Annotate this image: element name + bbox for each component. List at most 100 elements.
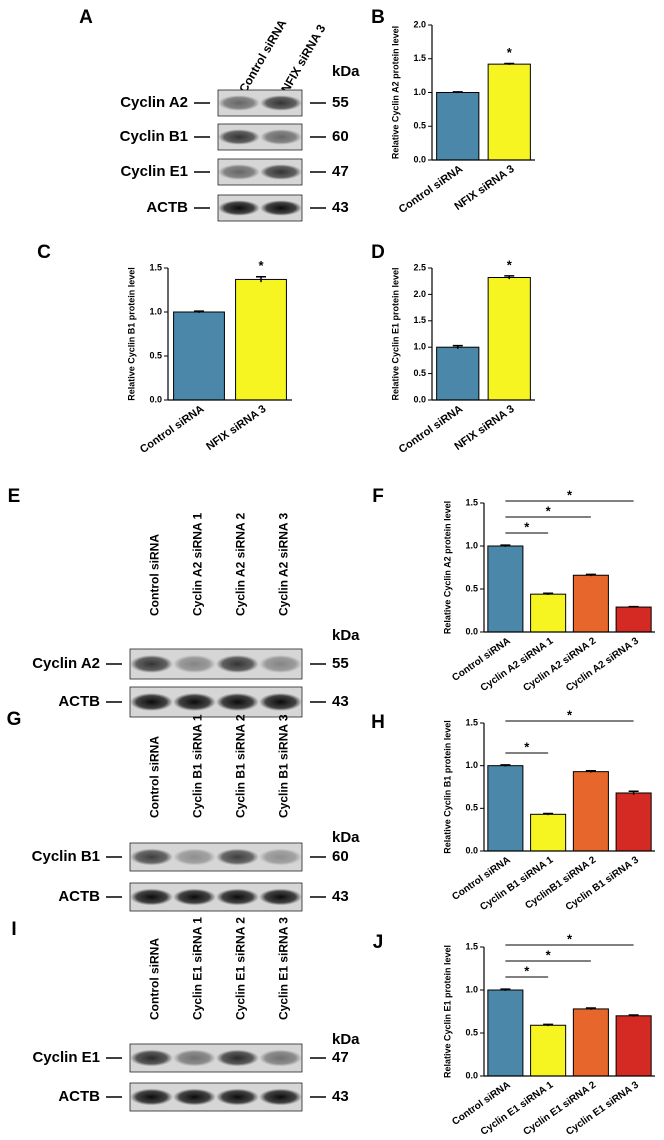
bar <box>487 989 524 1077</box>
significance-mark: * <box>546 503 552 518</box>
bar <box>487 63 531 161</box>
blot-band <box>259 655 302 673</box>
blot-band <box>218 129 260 145</box>
kda-value: 43 <box>332 199 349 216</box>
blot-band <box>173 1088 216 1106</box>
bar <box>530 1024 567 1077</box>
kda-value: 60 <box>332 128 349 145</box>
significance-mark: * <box>567 487 573 502</box>
lane-label: Cyclin B1 siRNA 2 <box>234 714 248 818</box>
error-bar <box>500 988 511 991</box>
blot-band <box>259 693 302 711</box>
significance-mark: * <box>258 258 264 273</box>
bar <box>530 593 567 633</box>
lane-label: Cyclin E1 siRNA 1 <box>191 917 205 1020</box>
significance-mark: * <box>507 45 513 60</box>
blot-band <box>130 888 173 906</box>
y-tick-label: 1.5 <box>465 941 478 951</box>
panel-letter: F <box>372 486 384 507</box>
significance-mark: * <box>507 257 513 272</box>
panel-letter: B <box>371 7 385 28</box>
lane-label: Cyclin A2 siRNA 1 <box>191 513 205 616</box>
y-tick-label: 0.0 <box>413 154 426 164</box>
significance-mark: * <box>567 707 573 722</box>
error-bar <box>628 790 639 795</box>
y-tick-label: 0.5 <box>413 368 426 378</box>
error-bar <box>500 544 511 547</box>
y-tick-label: 0.0 <box>413 394 426 404</box>
lane-label: Cyclin A2 siRNA 3 <box>277 513 291 616</box>
blot-band <box>173 693 216 711</box>
y-tick-label: 1.0 <box>465 760 478 770</box>
kda-value: 60 <box>332 848 349 865</box>
error-bar <box>585 1007 596 1010</box>
panel-letter: G <box>7 709 22 730</box>
kda-value: 43 <box>332 1088 349 1105</box>
y-axis-label: Relative Cyclin B1 protein level <box>126 267 136 401</box>
blot-band <box>216 693 259 711</box>
panel-letter: H <box>371 712 385 733</box>
error-bar <box>543 812 554 816</box>
y-tick-label: 1.0 <box>465 984 478 994</box>
y-tick-label: 0.5 <box>465 803 478 813</box>
x-tick-label: Cyclin B1 siRNA 1 <box>478 854 555 913</box>
y-tick-label: 2.0 <box>413 19 426 29</box>
y-tick-label: 0.5 <box>149 350 162 360</box>
blot-band <box>130 693 173 711</box>
row-label: Cyclin E1 <box>120 163 188 180</box>
error-bar <box>194 310 204 313</box>
kda-value: 55 <box>332 655 349 672</box>
y-axis-label: Relative Cyclin A2 protein level <box>442 501 452 634</box>
blot-band <box>260 95 302 111</box>
kda-header: kDa <box>332 63 360 80</box>
blot-band <box>218 200 260 216</box>
lane-label: Control siRNA <box>148 736 162 818</box>
error-bar <box>585 770 596 773</box>
x-tick-label: Cyclin E1 siRNA 3 <box>564 1079 641 1137</box>
y-tick-label: 1.5 <box>465 497 478 507</box>
panel-letter: C <box>37 242 51 263</box>
lane-label: Cyclin E1 siRNA 3 <box>277 917 291 1020</box>
blot-band <box>173 888 216 906</box>
blot-band <box>259 1049 302 1067</box>
significance-mark: * <box>524 739 530 754</box>
row-label: ACTB <box>58 888 100 905</box>
error-bar <box>543 1023 554 1027</box>
bar <box>572 574 609 633</box>
blot-band <box>260 200 302 216</box>
blot-band <box>216 655 259 673</box>
y-tick-label: 0.5 <box>465 583 478 593</box>
panel-letter: A <box>79 7 93 28</box>
kda-value: 47 <box>332 163 349 180</box>
kda-value: 47 <box>332 1049 349 1066</box>
row-label: ACTB <box>58 1088 100 1105</box>
blot-band <box>173 655 216 673</box>
x-tick-label: NFIX siRNA 3 <box>204 403 268 453</box>
bar <box>615 792 652 852</box>
bar <box>572 771 609 852</box>
y-tick-label: 0.0 <box>149 394 162 404</box>
error-bar <box>500 764 511 767</box>
bar <box>615 1015 652 1077</box>
row-label: Cyclin A2 <box>32 655 100 672</box>
y-tick-label: 0.0 <box>465 845 478 855</box>
bar <box>572 1008 609 1077</box>
bar <box>173 311 225 401</box>
bar <box>487 277 531 401</box>
x-tick-label: Cyclin A2 siRNA 1 <box>479 635 556 694</box>
blot-band <box>130 1049 173 1067</box>
significance-mark: * <box>567 931 573 946</box>
bar <box>235 278 287 401</box>
bar <box>487 765 524 852</box>
lane-label: Cyclin E1 siRNA 2 <box>234 917 248 1020</box>
bar <box>530 813 567 852</box>
error-bar <box>256 276 266 283</box>
error-bar <box>628 1014 639 1017</box>
error-bar <box>452 344 463 349</box>
lane-label: Cyclin B1 siRNA 3 <box>277 714 291 818</box>
bar <box>615 606 652 633</box>
lane-label: Control siRNA <box>148 534 162 616</box>
blot-band <box>216 848 259 866</box>
y-tick-label: 0.5 <box>465 1027 478 1037</box>
blot-band <box>130 848 173 866</box>
